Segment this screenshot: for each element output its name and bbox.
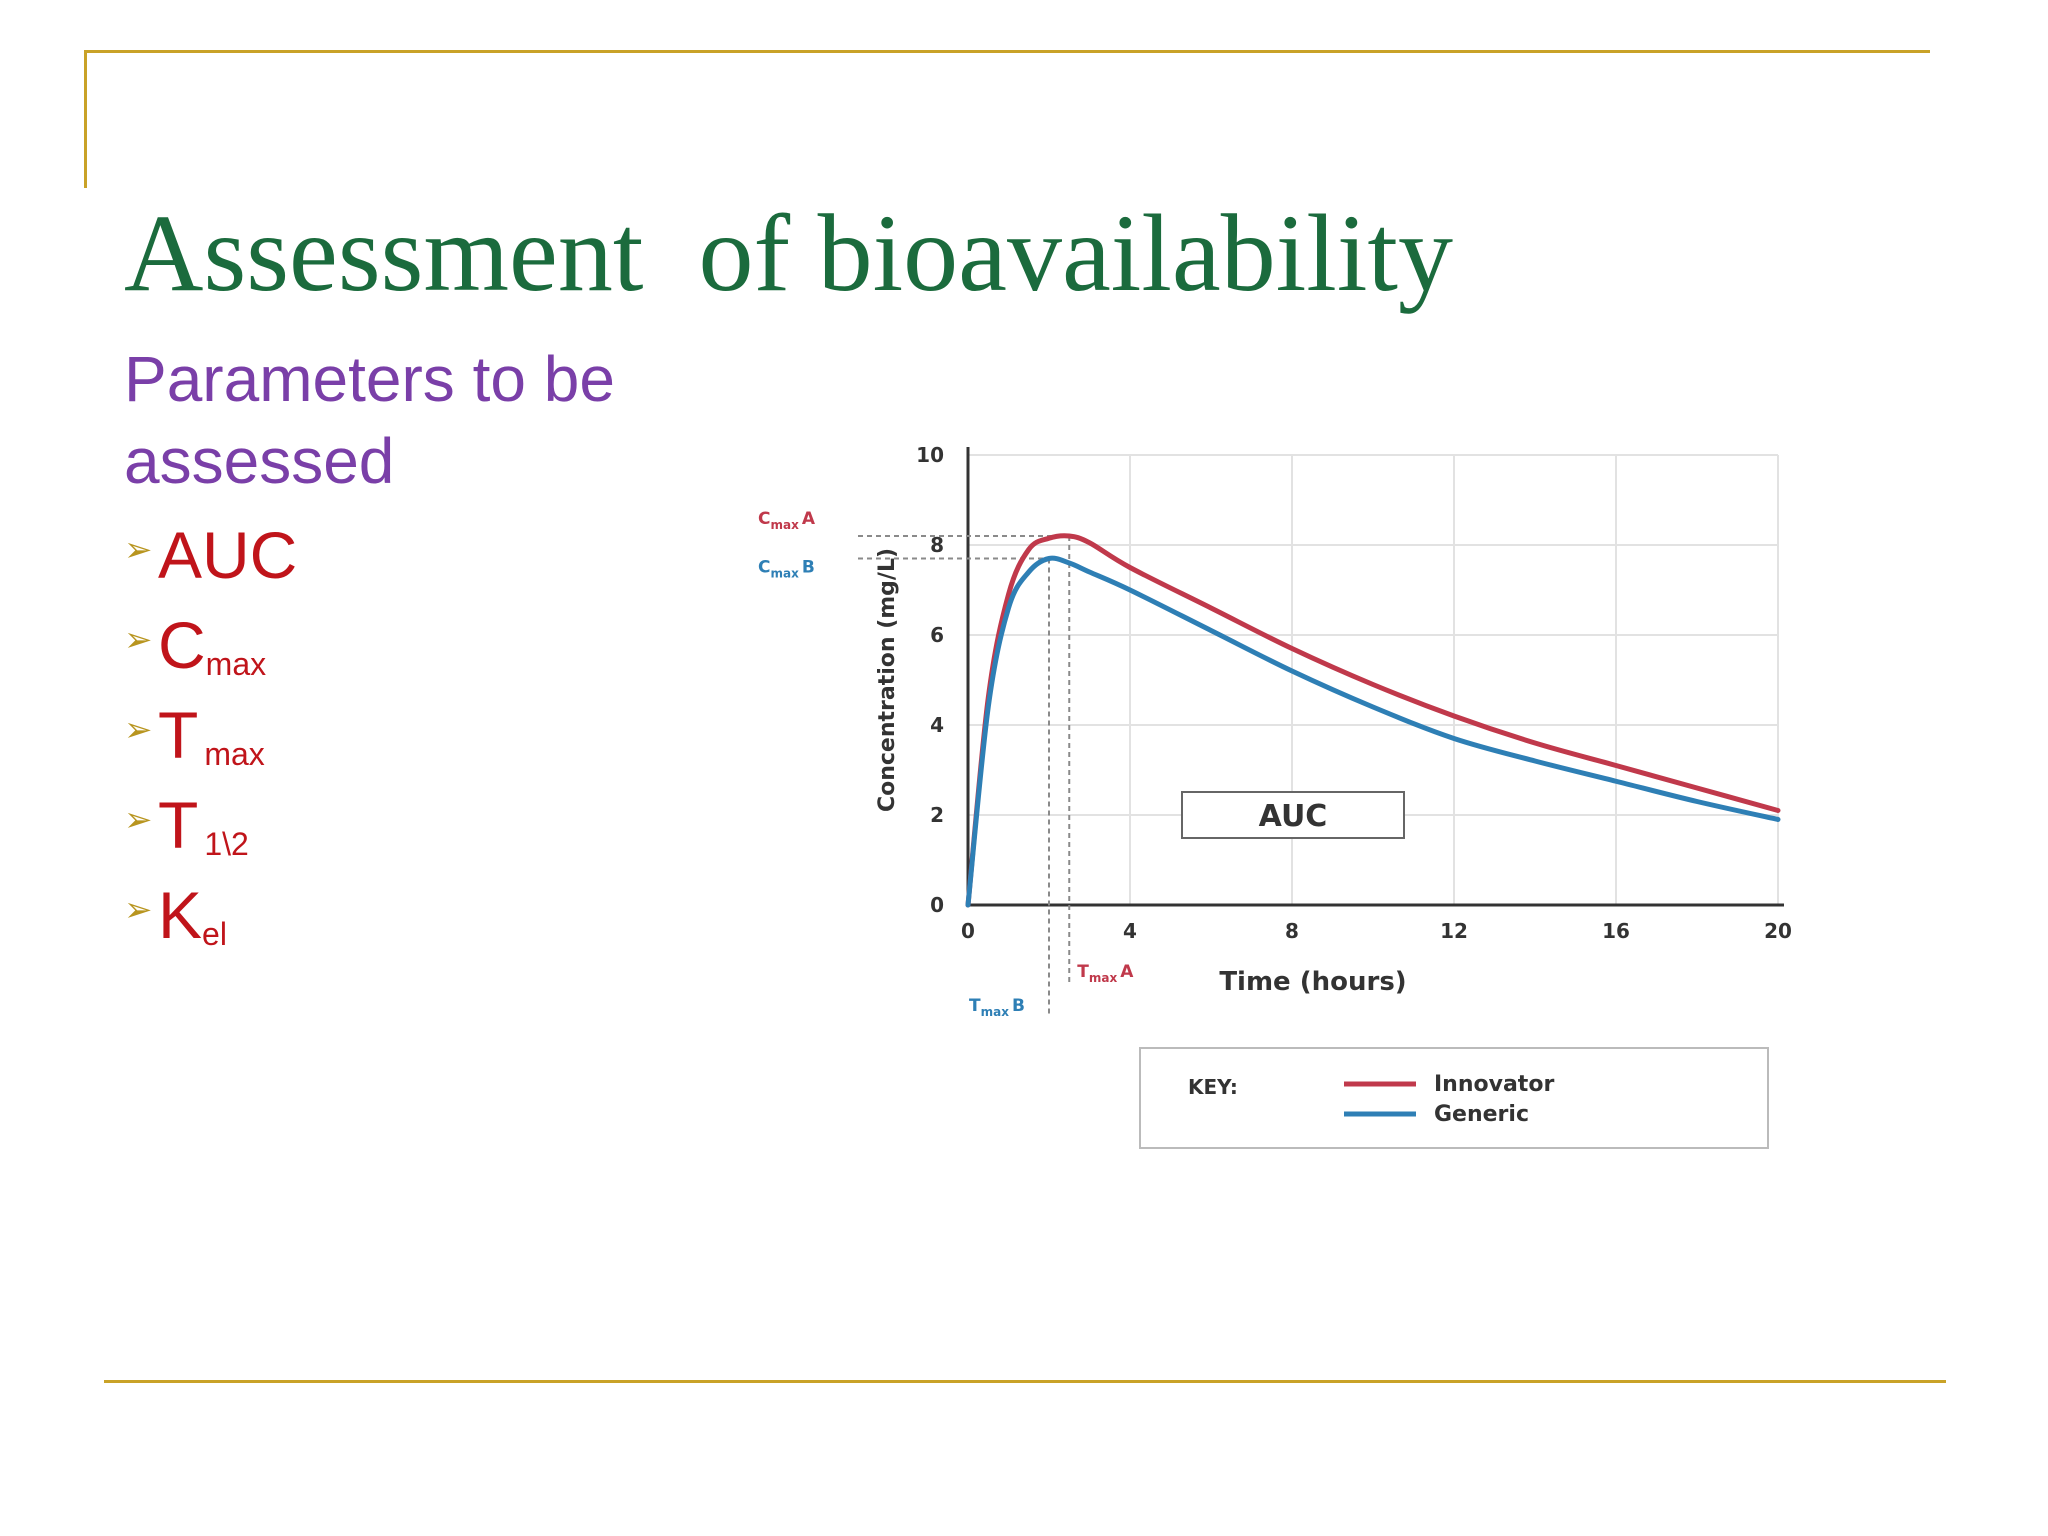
y-tick-label: 4 xyxy=(930,713,944,737)
parameter-subscript: el xyxy=(202,916,227,952)
y-tick-label: 6 xyxy=(930,623,944,647)
series-line-generic xyxy=(965,555,1781,908)
x-tick-label: 0 xyxy=(961,919,975,943)
auc-label-box xyxy=(1181,791,1405,839)
bullet-arrow-icon: ➢ xyxy=(124,531,153,569)
x-tick-label: 8 xyxy=(1285,919,1299,943)
y-tick-label: 0 xyxy=(930,893,944,917)
auc-label: AUC xyxy=(1259,799,1328,834)
frame-left-rule xyxy=(84,50,87,188)
legend-label-generic: Generic xyxy=(1434,1102,1529,1127)
parameter-subscript: max xyxy=(204,736,265,772)
parameter-name: C xyxy=(158,608,206,682)
cmax-a-label: Cmax A xyxy=(758,509,816,532)
x-tick-label: 20 xyxy=(1764,919,1792,943)
parameter-name: T xyxy=(158,698,199,772)
parameter-name: K xyxy=(158,878,203,952)
y-tick-label: 10 xyxy=(916,443,944,467)
slide-title: Assessment of bioavailability xyxy=(124,192,1453,314)
y-tick-label: 2 xyxy=(930,803,944,827)
x-tick-label: 16 xyxy=(1602,919,1630,943)
slide-subtitle: Parameters to be assessed xyxy=(124,343,615,497)
legend-label-innovator: Innovator xyxy=(1434,1072,1554,1097)
bullet-arrow-icon: ➢ xyxy=(124,711,153,749)
x-axis-title: Time (hours) xyxy=(1219,967,1406,997)
y-axis-title: Concentration (mg/L) xyxy=(875,548,900,812)
parameter-item-auc: ➢ AUC xyxy=(124,512,297,602)
parameter-subscript: 1\2 xyxy=(204,826,249,862)
parameter-item-thalf: ➢ T 1\2 xyxy=(124,782,297,872)
concentration-time-chart: 0 4 8 12 16 20 0 2 4 6 8 10 Time (hours) Concentratio… xyxy=(758,443,1792,1149)
bullet-arrow-icon: ➢ xyxy=(124,801,153,839)
tmax-b-label: Tmax B xyxy=(969,996,1025,1019)
bullet-arrow-icon: ➢ xyxy=(124,621,153,659)
parameter-name: T xyxy=(158,788,199,862)
x-tick-label: 12 xyxy=(1440,919,1468,943)
frame-top-rule xyxy=(84,50,1930,53)
cmax-b-label: Cmax B xyxy=(758,558,815,581)
y-tick-label: 8 xyxy=(930,533,944,557)
series-line-innovator xyxy=(965,533,1781,908)
x-tick-label: 4 xyxy=(1123,919,1137,943)
legend-title: KEY: xyxy=(1188,1075,1238,1099)
parameter-subscript: max xyxy=(205,646,267,682)
bullet-arrow-icon: ➢ xyxy=(124,891,153,929)
frame-bottom-rule xyxy=(104,1380,1946,1383)
parameter-name: AUC xyxy=(158,518,298,592)
tmax-a-label: Tmax A xyxy=(1077,962,1134,985)
legend-box xyxy=(1139,1047,1769,1149)
